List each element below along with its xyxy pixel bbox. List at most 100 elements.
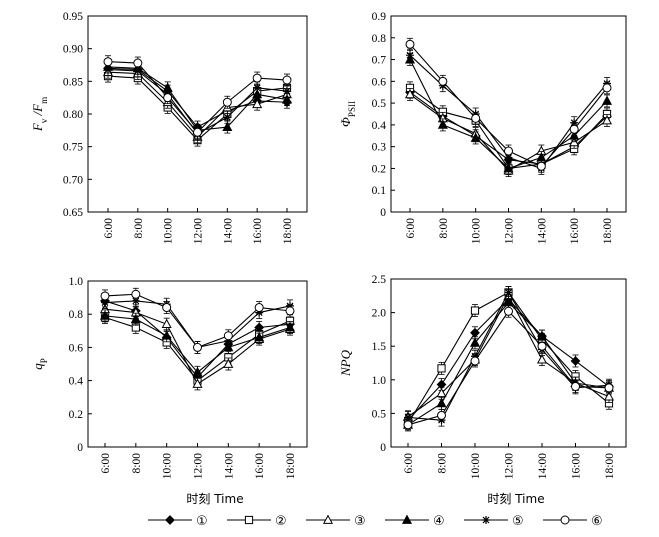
- panel-qp: 0 0.2 0.4 0.6 0.8 1.0 6:00 8:00 10:00 12:00 14:00 1…: [30, 276, 308, 479]
- y-axis-label-part: /F: [30, 103, 45, 119]
- y-tick-label: 1.0: [69, 276, 84, 288]
- data-point: [537, 341, 547, 351]
- y-tick-label: 0.75: [63, 142, 83, 154]
- data-point: [438, 76, 448, 86]
- y-tick-label: 0.4: [69, 376, 84, 388]
- legend-marker: [165, 515, 175, 525]
- y-tick-label: 0.85: [63, 76, 83, 88]
- series-4: [100, 309, 295, 379]
- data-point: [470, 306, 480, 315]
- x-tick-label: 10:00: [471, 218, 483, 244]
- y-tick-label: 0.5: [372, 408, 387, 420]
- legend-label: ④: [433, 514, 445, 529]
- y-axis-label-part: F: [30, 122, 45, 132]
- y-tick-label: 2.0: [372, 308, 387, 320]
- y-tick-label: 0.7: [372, 55, 387, 67]
- x-tick-label: 10:00: [162, 453, 174, 479]
- legend-item-5: ⑤: [464, 514, 524, 529]
- y-axis-label-part: Φ: [338, 117, 353, 127]
- x-tick-label: 18:00: [602, 218, 614, 244]
- data-point: [282, 86, 292, 96]
- y-tick-label: 0.95: [63, 11, 83, 23]
- y-axis-label-part: v: [39, 118, 49, 123]
- legend-marker: [560, 515, 570, 525]
- y-tick-label: 0.90: [63, 44, 83, 56]
- data-point: [252, 73, 262, 83]
- data-point: [569, 124, 579, 134]
- series-6: [100, 287, 295, 354]
- y-axis-label-part: NPQ: [338, 349, 353, 377]
- y-axis-label-part: PSII: [347, 101, 357, 117]
- data-point: [133, 58, 143, 68]
- data-point: [223, 331, 233, 341]
- y-tick-label: 0.9: [372, 11, 387, 23]
- x-tick-label: 16:00: [252, 218, 264, 244]
- x-tick-label: 8:00: [437, 453, 449, 474]
- data-point: [602, 96, 612, 105]
- legend-item-3: ③: [306, 514, 366, 529]
- data-point: [405, 39, 415, 49]
- x-tick-label: 18:00: [285, 453, 297, 479]
- x-tick-label: 18:00: [604, 453, 616, 479]
- legend-item-6: ⑥: [543, 514, 603, 529]
- y-tick-label: 0.8: [69, 309, 84, 321]
- y-tick-label: 0.1: [372, 185, 387, 197]
- legend-item-2: ②: [227, 514, 287, 529]
- y-axis-label-part: P: [39, 358, 49, 363]
- data-point: [471, 113, 481, 123]
- data-point: [222, 112, 232, 122]
- x-tick-label: 14:00: [223, 453, 235, 479]
- x-tick-label: 6:00: [403, 453, 415, 474]
- x-tick-label: 16:00: [571, 453, 583, 479]
- series-6: [103, 55, 292, 139]
- y-tick-label: 0.6: [69, 342, 84, 354]
- x-tick-label: 16:00: [569, 218, 581, 244]
- x-tick-label: 14:00: [536, 218, 548, 244]
- data-point: [604, 383, 614, 393]
- legend-item-1: ①: [148, 514, 208, 529]
- y-axis-label: ΦPSII: [338, 101, 357, 127]
- data-point: [254, 303, 264, 313]
- data-point: [403, 420, 413, 430]
- x-tick-label: 6:00: [103, 218, 115, 239]
- data-point: [571, 382, 580, 392]
- data-point: [537, 354, 547, 364]
- x-tick-label: 16:00: [254, 453, 266, 479]
- y-axis-label: NPQ: [338, 349, 353, 377]
- x-tick-label: 8:00: [131, 453, 143, 474]
- legend-marker: [481, 515, 491, 525]
- data-point: [161, 319, 172, 329]
- legend-label: ⑥: [591, 514, 603, 529]
- data-point: [100, 291, 110, 301]
- legend-label: ②: [275, 514, 287, 529]
- y-tick-label: 1.5: [372, 341, 387, 353]
- x-tick-label: 8:00: [133, 218, 145, 239]
- x-axis-label-npq: 时刻 Time: [487, 492, 544, 506]
- y-tick-label: 0: [77, 442, 83, 454]
- y-axis-label-part: q: [30, 363, 45, 370]
- data-point: [163, 93, 173, 103]
- x-tick-label: 12:00: [193, 218, 205, 244]
- legend-item-4: ④: [385, 514, 445, 529]
- x-tick-label: 6:00: [405, 218, 417, 239]
- data-point: [193, 127, 202, 137]
- legend-marker: [244, 515, 254, 525]
- y-tick-label: 0.4: [372, 120, 387, 132]
- y-tick-label: 0.65: [63, 207, 83, 219]
- data-point: [131, 289, 141, 299]
- x-tick-label: 14:00: [537, 453, 549, 479]
- x-tick-label: 6:00: [100, 453, 112, 474]
- data-point: [285, 306, 295, 316]
- y-tick-label: 1.0: [372, 375, 387, 387]
- data-point: [503, 287, 514, 298]
- x-tick-label: 8:00: [438, 218, 450, 239]
- x-tick-label: 10:00: [470, 453, 482, 479]
- x-tick-label: 12:00: [504, 453, 516, 479]
- data-point: [437, 410, 446, 420]
- legend-label: ③: [354, 514, 366, 529]
- data-point: [504, 146, 513, 156]
- y-tick-label: 0.80: [63, 109, 83, 121]
- y-tick-label: 0.5: [372, 98, 387, 110]
- legend-label: ⑤: [512, 514, 524, 529]
- data-point: [437, 364, 446, 373]
